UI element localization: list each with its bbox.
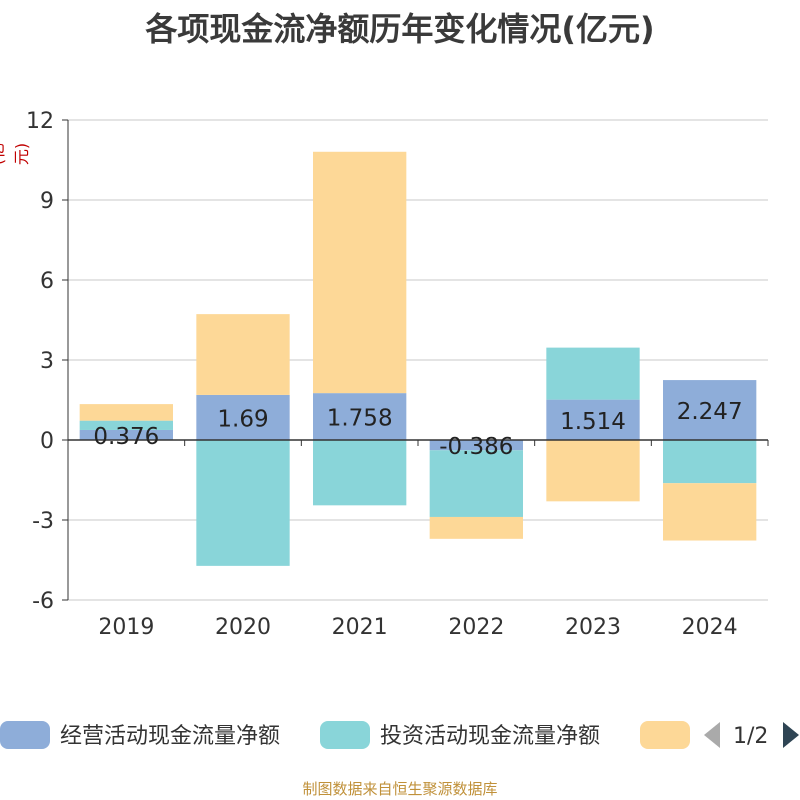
y-tick-label: 9 [40,189,54,214]
legend-label-1: 经营活动现金流量净额 [60,724,280,749]
bar-1-2020 [196,394,290,440]
bar-3-2020 [196,314,290,395]
x-tick-label: 2022 [448,615,504,640]
y-tick-label: 0 [40,429,54,454]
y-tick-label: -3 [32,509,54,534]
x-tick-label: 2023 [565,615,621,640]
bar-2-2019 [79,420,173,430]
data-label: 2.247 [677,399,743,425]
bar-2-2020 [196,440,290,566]
y-tick-label: 12 [26,109,54,134]
data-label: 1.758 [327,406,393,432]
bar-3-2024 [663,483,757,541]
legend-pager: 1/2 [704,722,799,749]
data-labels: 0.376 1.69 1.758 -0.386 1.514 2.247 [93,399,742,460]
x-tick-label: 2020 [215,615,271,640]
prev-page-icon[interactable] [704,722,720,748]
axes: -6 -3 0 3 6 9 12 2019 2020 2021 2022 2023 2024 [26,109,769,640]
bar-3-2022 [429,516,523,539]
bar-1-2022 [429,440,523,451]
next-page-icon[interactable] [783,722,799,748]
bars [79,151,757,566]
bar-3-2023 [546,440,640,502]
legend-swatch-3 [640,721,690,749]
data-label: 0.376 [93,424,159,450]
grid-lines [68,119,768,601]
bar-1-2021 [313,393,407,440]
legend-page-indicator: 1/2 [733,724,768,749]
legend-label-2: 投资活动现金流量净额 [380,724,600,749]
x-tick-label: 2019 [98,615,154,640]
x-tick-label: 2021 [332,615,388,640]
y-tick-label: 3 [40,349,54,374]
data-label: 1.514 [560,409,626,435]
source-note: 制图数据来自恒生聚源数据库 [302,780,498,798]
y-tick-label: 6 [40,269,54,294]
chart-title: 各项现金流净额历年变化情况(亿元) [145,10,655,48]
legend-swatch-2 [320,721,370,749]
bar-3-2021 [313,151,407,394]
data-label: -0.386 [439,434,513,460]
bar-1-2019 [79,429,173,440]
legend-swatch-1 [0,721,50,749]
bar-2-2021 [313,440,407,506]
bar-1-2024 [663,380,757,440]
legend: 经营活动现金流量净额 投资活动现金流量净额 1/2 [0,721,799,749]
bar-2-2023 [546,347,640,400]
y-tick-label: -6 [32,589,54,614]
bar-2-2022 [429,450,523,517]
bar-2-2024 [663,440,757,484]
bar-1-2023 [546,399,640,440]
bar-3-2019 [79,404,173,421]
x-tick-label: 2024 [682,615,738,640]
data-label: 1.69 [217,406,268,432]
